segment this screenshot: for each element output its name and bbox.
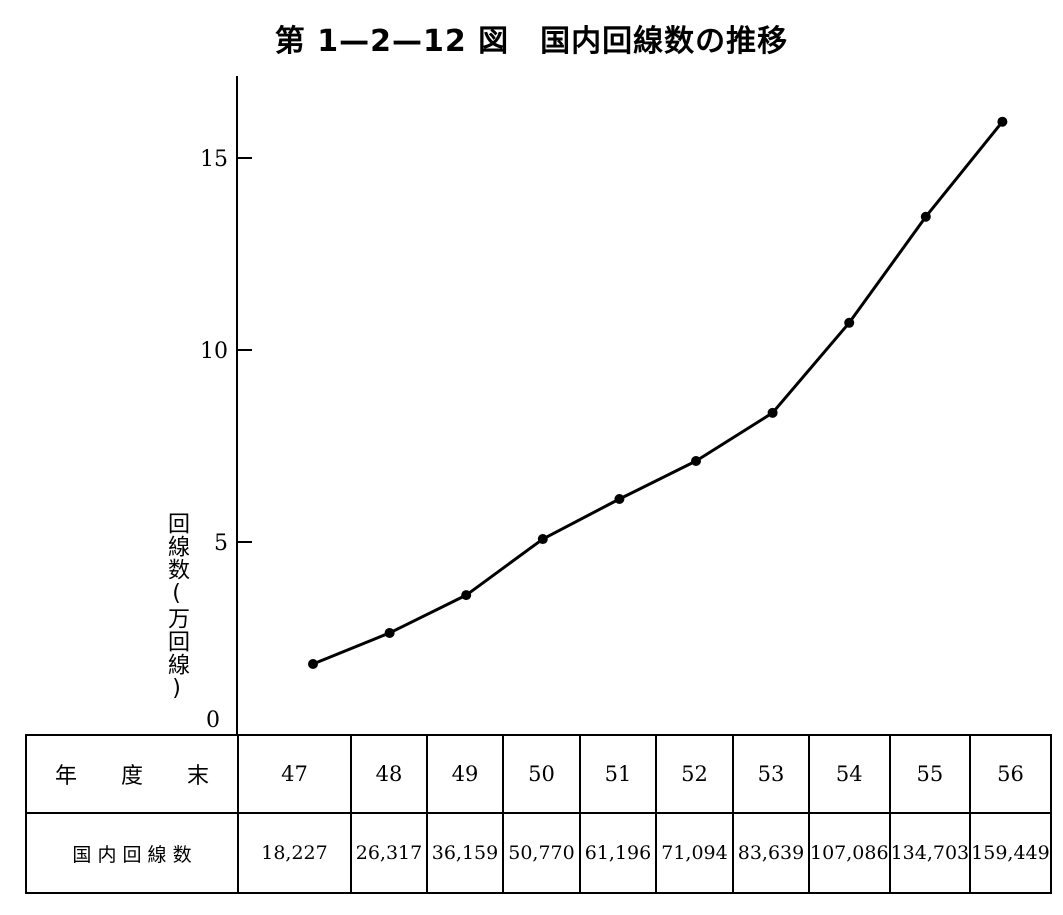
y-axis-label: 回線数(万回線) [164, 512, 189, 702]
data-points [308, 116, 1008, 670]
count-cell: 26,317 [350, 812, 428, 894]
year-cell: 54 [808, 734, 891, 814]
year-cell: 53 [732, 734, 810, 814]
data-point [767, 407, 778, 418]
year-row: 年 度 末 47 48 49 50 51 52 53 54 55 56 [25, 734, 1052, 814]
data-point [844, 317, 855, 328]
year-row-header: 年 度 末 [25, 734, 239, 814]
data-point [461, 590, 472, 601]
y-tick-label: 10 [200, 339, 228, 364]
data-point [691, 455, 701, 466]
data-point [308, 659, 318, 670]
data-point [920, 211, 931, 222]
y-tick-label-zero: 0 [206, 708, 220, 733]
year-cell: 47 [237, 734, 352, 814]
count-row: 国 内 回 線 数 18,227 26,317 36,159 50,770 61… [25, 812, 1052, 894]
count-cell: 71,094 [655, 812, 734, 894]
series-line [312, 120, 1004, 666]
count-cell: 159,449 [969, 812, 1052, 894]
data-point [537, 534, 548, 545]
data-point [614, 494, 625, 505]
y-tick-label: 15 [200, 147, 228, 172]
count-cell: 61,196 [579, 812, 657, 894]
y-tick-label: 5 [214, 531, 228, 556]
count-cell: 18,227 [237, 812, 352, 894]
count-row-header: 国 内 回 線 数 [25, 812, 239, 894]
year-cell: 51 [579, 734, 657, 814]
year-cell: 48 [350, 734, 428, 814]
year-cell: 50 [502, 734, 581, 814]
y-ticks: 5 10 15 [200, 147, 252, 556]
year-cell: 49 [426, 734, 504, 814]
count-cell: 107,086 [808, 812, 891, 894]
year-cell: 55 [888, 734, 972, 814]
count-cell: 83,639 [732, 812, 810, 894]
data-table: 年 度 末 47 48 49 50 51 52 53 54 55 56 国 内 … [25, 734, 1052, 894]
count-cell: 50,770 [502, 812, 581, 894]
year-cell: 52 [655, 734, 734, 814]
count-cell: 36,159 [426, 812, 504, 894]
page-title: 第 1—2—12 図 国内回線数の推移 [274, 24, 789, 59]
data-point [384, 627, 395, 638]
data-point [997, 116, 1008, 127]
year-cell: 56 [969, 734, 1052, 814]
count-cell: 134,703 [888, 812, 972, 894]
